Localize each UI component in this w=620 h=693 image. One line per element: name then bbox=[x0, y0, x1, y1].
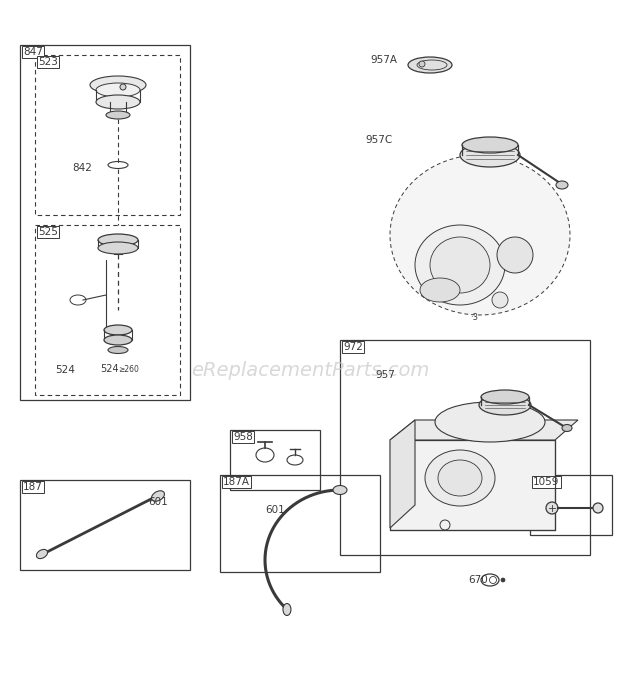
Ellipse shape bbox=[98, 234, 138, 246]
Circle shape bbox=[419, 61, 425, 67]
Ellipse shape bbox=[562, 425, 572, 432]
Ellipse shape bbox=[96, 83, 140, 97]
Ellipse shape bbox=[435, 402, 545, 442]
Bar bbox=[530, 475, 612, 535]
Text: ·3: ·3 bbox=[470, 313, 478, 322]
Ellipse shape bbox=[151, 491, 164, 501]
Text: 524: 524 bbox=[55, 365, 75, 375]
Ellipse shape bbox=[108, 346, 128, 353]
Ellipse shape bbox=[96, 95, 140, 109]
Text: 1059: 1059 bbox=[533, 477, 559, 487]
Text: 957: 957 bbox=[375, 370, 395, 380]
Text: 525: 525 bbox=[38, 227, 58, 237]
Ellipse shape bbox=[420, 278, 460, 302]
Text: 601: 601 bbox=[265, 505, 285, 515]
Text: 972: 972 bbox=[343, 342, 363, 352]
Ellipse shape bbox=[283, 604, 291, 615]
Text: 187A: 187A bbox=[223, 477, 250, 487]
Ellipse shape bbox=[438, 460, 482, 496]
Polygon shape bbox=[390, 420, 415, 528]
Ellipse shape bbox=[98, 242, 138, 254]
Ellipse shape bbox=[333, 486, 347, 495]
Circle shape bbox=[501, 578, 505, 582]
Bar bbox=[35, 55, 180, 215]
Circle shape bbox=[593, 503, 603, 513]
Text: ≥260: ≥260 bbox=[118, 365, 139, 374]
Ellipse shape bbox=[497, 237, 533, 273]
Text: eReplacementParts.com: eReplacementParts.com bbox=[191, 360, 429, 380]
Ellipse shape bbox=[430, 237, 490, 293]
Circle shape bbox=[546, 502, 558, 514]
Bar bbox=[20, 480, 190, 570]
Circle shape bbox=[492, 292, 508, 308]
Text: 670: 670 bbox=[468, 575, 488, 585]
Ellipse shape bbox=[390, 155, 570, 315]
Ellipse shape bbox=[104, 335, 132, 345]
Text: 957A: 957A bbox=[370, 55, 397, 65]
Bar bbox=[230, 430, 320, 490]
Ellipse shape bbox=[462, 137, 518, 153]
Ellipse shape bbox=[479, 395, 531, 415]
Polygon shape bbox=[390, 420, 578, 440]
Text: 524: 524 bbox=[100, 364, 118, 374]
Bar bbox=[220, 475, 380, 572]
Bar bbox=[340, 340, 590, 555]
Ellipse shape bbox=[415, 225, 505, 305]
Text: 601: 601 bbox=[148, 497, 168, 507]
Ellipse shape bbox=[425, 450, 495, 506]
Bar bbox=[20, 45, 190, 400]
Text: 523: 523 bbox=[38, 57, 58, 67]
Circle shape bbox=[120, 84, 126, 90]
Ellipse shape bbox=[556, 181, 568, 189]
Text: 847: 847 bbox=[23, 47, 43, 57]
Ellipse shape bbox=[37, 550, 48, 559]
Ellipse shape bbox=[104, 325, 132, 335]
Text: 958: 958 bbox=[233, 432, 253, 442]
Bar bbox=[35, 225, 180, 395]
Text: 957C: 957C bbox=[365, 135, 392, 145]
Ellipse shape bbox=[408, 57, 452, 73]
Text: 187: 187 bbox=[23, 482, 43, 492]
Ellipse shape bbox=[106, 111, 130, 119]
FancyBboxPatch shape bbox=[390, 440, 555, 530]
Ellipse shape bbox=[460, 143, 520, 167]
Text: 842: 842 bbox=[72, 163, 92, 173]
Ellipse shape bbox=[481, 390, 529, 404]
Ellipse shape bbox=[90, 76, 146, 94]
